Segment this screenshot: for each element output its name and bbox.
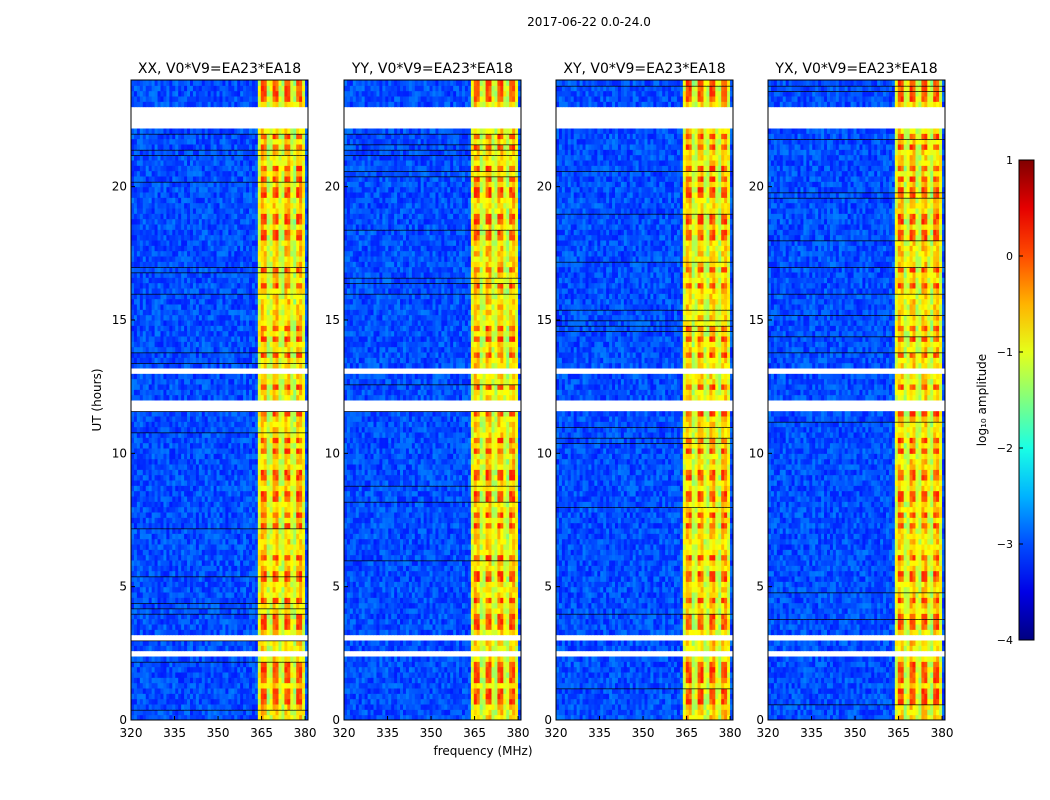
panel-title: XX, V0*V9=EA23*EA18	[138, 61, 301, 77]
panel-1: XX, V0*V9=EA23*EA18 320 335 350 365 380 0 5 10 15…	[112, 61, 317, 740]
x-tick-label: 335	[800, 726, 823, 740]
y-tick-label: 5	[756, 580, 764, 594]
colorbar-tick-label: 0	[1006, 250, 1013, 263]
x-tick-label: 350	[207, 726, 230, 740]
y-tick-label: 20	[112, 180, 127, 194]
x-tick-label: 320	[120, 726, 143, 740]
y-tick-label: 10	[112, 446, 127, 460]
x-tick-label: 365	[675, 726, 698, 740]
x-tick-label: 335	[163, 726, 186, 740]
spectrogram-image	[556, 80, 733, 720]
x-tick-label: 350	[844, 726, 867, 740]
colorbar-tick-label: −1	[997, 346, 1013, 359]
plot-frame	[767, 79, 946, 721]
x-axis-label: frequency (MHz)	[433, 744, 532, 758]
plot-frame	[555, 79, 734, 721]
y-tick-label: 15	[112, 313, 127, 327]
x-tick-label: 335	[588, 726, 611, 740]
panel-4: YX, V0*V9=EA23*EA18 320 335 350 365 380 0 5 10 15…	[749, 61, 954, 740]
x-tick-label: 365	[250, 726, 273, 740]
y-tick-label: 5	[332, 580, 340, 594]
plot-frame	[130, 79, 309, 721]
colorbar-gradient	[1018, 159, 1035, 641]
spectrogram-image	[344, 80, 521, 720]
x-tick-label: 365	[887, 726, 910, 740]
y-tick-label: 5	[544, 580, 552, 594]
y-tick-label: 0	[119, 713, 127, 727]
x-tick-label: 320	[333, 726, 356, 740]
spectrogram-panels: XX, V0*V9=EA23*EA18 320 335 350 365 380 0 5 10 15…	[112, 61, 954, 740]
y-tick-label: 0	[332, 713, 340, 727]
panel-title: YX, V0*V9=EA23*EA18	[774, 61, 937, 77]
y-tick-label: 15	[749, 313, 764, 327]
colorbar-tick-label: 1	[1006, 154, 1013, 167]
y-axis-label: UT (hours)	[90, 368, 104, 431]
panel-2: YY, V0*V9=EA23*EA18 320 335 350 365 380 0 5 10 15…	[325, 61, 530, 740]
spectrogram-image	[131, 80, 308, 720]
colorbar-tick-label: −4	[997, 634, 1013, 647]
spectrogram-image	[768, 80, 945, 720]
x-tick-label: 350	[420, 726, 443, 740]
y-tick-label: 10	[537, 446, 552, 460]
colorbar-tick-label: −3	[997, 538, 1013, 551]
colorbar-tick-label: −2	[997, 442, 1013, 455]
plot-frame	[343, 79, 522, 721]
y-tick-label: 10	[325, 446, 340, 460]
y-tick-label: 0	[544, 713, 552, 727]
panel-title: YY, V0*V9=EA23*EA18	[351, 61, 513, 77]
x-tick-label: 380	[294, 726, 317, 740]
y-tick-label: 20	[749, 180, 764, 194]
y-tick-label: 15	[537, 313, 552, 327]
y-tick-label: 0	[756, 713, 764, 727]
colorbar-label: log₁₀ amplitude	[975, 354, 989, 446]
x-tick-label: 380	[507, 726, 530, 740]
panel-3: XY, V0*V9=EA23*EA18 320 335 350 365 380 0 5 10 15…	[537, 61, 742, 740]
y-tick-label: 20	[325, 180, 340, 194]
figure-suptitle: 2017-06-22 0.0-24.0	[527, 15, 651, 29]
x-tick-label: 380	[719, 726, 742, 740]
y-tick-label: 20	[537, 180, 552, 194]
x-tick-label: 320	[757, 726, 780, 740]
colorbar: log₁₀ amplitude −4 −3 −2 −1 0 1	[975, 154, 1035, 647]
x-tick-label: 350	[632, 726, 655, 740]
y-tick-label: 15	[325, 313, 340, 327]
x-tick-label: 365	[463, 726, 486, 740]
y-tick-label: 5	[119, 580, 127, 594]
panel-title: XY, V0*V9=EA23*EA18	[563, 61, 725, 77]
x-tick-label: 380	[931, 726, 954, 740]
x-tick-label: 335	[376, 726, 399, 740]
x-tick-label: 320	[545, 726, 568, 740]
y-tick-label: 10	[749, 446, 764, 460]
